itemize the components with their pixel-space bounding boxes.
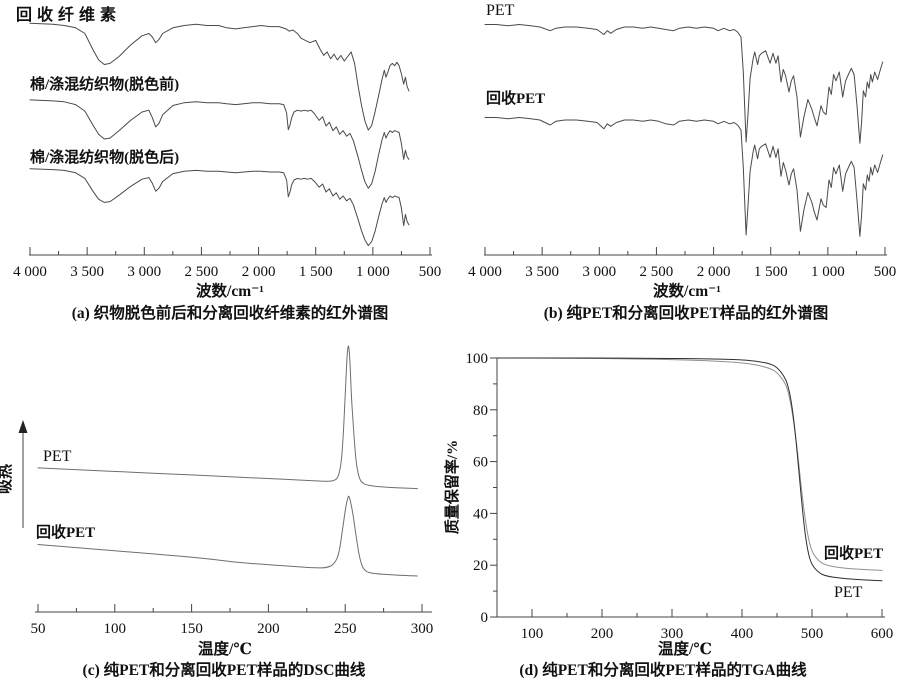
endo-arrow-head-icon — [18, 420, 28, 433]
caption-a: (a) 织物脱色前后和分离回收纤维素的红外谱图 — [72, 303, 388, 322]
x-tick-label: 100 — [104, 621, 127, 637]
caption-b: (b) 纯PET和分离回收PET样品的红外谱图 — [544, 303, 829, 322]
y-tick-label: 100 — [466, 351, 489, 367]
y-tick-label: 80 — [473, 403, 488, 419]
x-tick-label: 300 — [661, 626, 684, 642]
x-tick-label: 250 — [334, 621, 357, 637]
x-axis-a — [29, 247, 432, 256]
x-axis-c — [35, 604, 432, 613]
caption-c: (c) 纯PET和分离回收PET样品的DSC曲线 — [83, 660, 366, 679]
y-axis-title-c: 吸热 — [0, 464, 14, 494]
x-tick-label: 3 000 — [582, 264, 616, 280]
curve-label-pet-c: PET — [43, 448, 72, 465]
x-tick-labels-c: 50 100 150 200 250 300 — [31, 621, 434, 637]
x-tick-label: 400 — [731, 626, 754, 642]
x-axis-title-c: 温度/℃ — [198, 639, 252, 658]
x-tick-label: 150 — [180, 621, 203, 637]
x-tick-labels-b: 4 000 3 500 3 000 2 500 2 000 1 500 1 000 500 — [468, 264, 896, 280]
x-tick-label: 50 — [31, 621, 46, 637]
caption-d: (d) 纯PET和分离回收PET样品的TGA曲线 — [519, 660, 807, 679]
x-tick-label: 4 000 — [13, 264, 47, 280]
x-tick-label: 2 500 — [185, 264, 219, 280]
dsc-curves — [37, 345, 418, 577]
ir-curves-b — [484, 24, 884, 237]
curve-label-recycled-pet-b: 回收PET — [486, 89, 545, 107]
ir-curves-a — [29, 22, 410, 247]
x-tick-label: 1 500 — [299, 264, 333, 280]
tga-curve — [496, 357, 883, 582]
y-tick-label: 40 — [473, 506, 488, 522]
dsc-curve — [37, 345, 418, 490]
curve-label-recycled-cellulose: 回收纤维素 — [16, 5, 121, 24]
x-axis-b — [484, 247, 887, 256]
x-tick-label: 500 — [801, 626, 824, 642]
ir-curve — [29, 168, 410, 247]
x-tick-label: 4 000 — [468, 264, 502, 280]
y-tick-label: 60 — [473, 455, 488, 471]
y-axis-title-d: 质量保留率/% — [443, 440, 461, 534]
ir-curve — [484, 117, 884, 237]
tga-curves — [496, 357, 883, 582]
dsc-curve — [37, 495, 418, 577]
x-tick-label: 500 — [874, 264, 897, 280]
x-tick-label: 1 500 — [754, 264, 788, 280]
x-axis-title-b: 波数/cm⁻¹ — [653, 281, 721, 300]
x-tick-label: 3 500 — [525, 264, 559, 280]
x-tick-label: 1 000 — [356, 264, 390, 280]
x-tick-label: 100 — [521, 626, 544, 642]
curve-label-recycled-pet-d: 回收PET — [824, 544, 883, 562]
curve-label-pet-d: PET — [834, 584, 863, 601]
panel-c: 50 100 150 200 250 300 吸热 PET 回收PET 温度/℃ (c) … — [0, 345, 434, 679]
x-tick-label: 200 — [257, 621, 280, 637]
x-tick-labels-a: 4 000 3 500 3 000 2 500 2 000 1 500 1 000 500 — [13, 264, 441, 280]
axes-d — [490, 357, 885, 618]
x-tick-label: 200 — [591, 626, 614, 642]
curve-label-blend-after-decolor: 棉/涤混纺织物(脱色后) — [30, 148, 179, 166]
y-tick-label: 0 — [481, 610, 489, 626]
panel-d: 100 200 300 400 500 600 0 20 40 60 80 100 质量保留率/% 回… — [443, 351, 893, 679]
curve-label-pet-b: PET — [486, 2, 515, 19]
x-tick-label: 2 500 — [640, 264, 674, 280]
tick-labels-d: 100 200 300 400 500 600 0 20 40 60 80 100 — [466, 351, 894, 642]
x-tick-label: 1 000 — [811, 264, 845, 280]
curve-label-recycled-pet-c: 回收PET — [36, 523, 95, 541]
x-axis-title-d: 温度/℃ — [658, 639, 712, 658]
x-tick-label: 300 — [411, 621, 434, 637]
ir-curve — [29, 22, 410, 131]
ir-curve — [484, 24, 884, 144]
x-axis-title-a: 波数/cm⁻¹ — [196, 281, 264, 300]
x-tick-label: 2 000 — [242, 264, 276, 280]
panel-a: 4 000 3 500 3 000 2 500 2 000 1 500 1 000 500 回… — [13, 5, 441, 322]
ir-curve — [29, 99, 410, 189]
x-tick-label: 2 000 — [697, 264, 731, 280]
x-tick-label: 500 — [419, 264, 442, 280]
x-tick-label: 3 500 — [70, 264, 104, 280]
panel-b: 4 000 3 500 3 000 2 500 2 000 1 500 1 000 500 P… — [468, 2, 896, 322]
curve-label-blend-before-decolor: 棉/涤混纺织物(脱色前) — [30, 75, 179, 93]
tga-curve — [496, 357, 883, 571]
y-tick-label: 20 — [473, 558, 488, 574]
x-tick-label: 3 000 — [127, 264, 161, 280]
x-tick-label: 600 — [871, 626, 894, 642]
